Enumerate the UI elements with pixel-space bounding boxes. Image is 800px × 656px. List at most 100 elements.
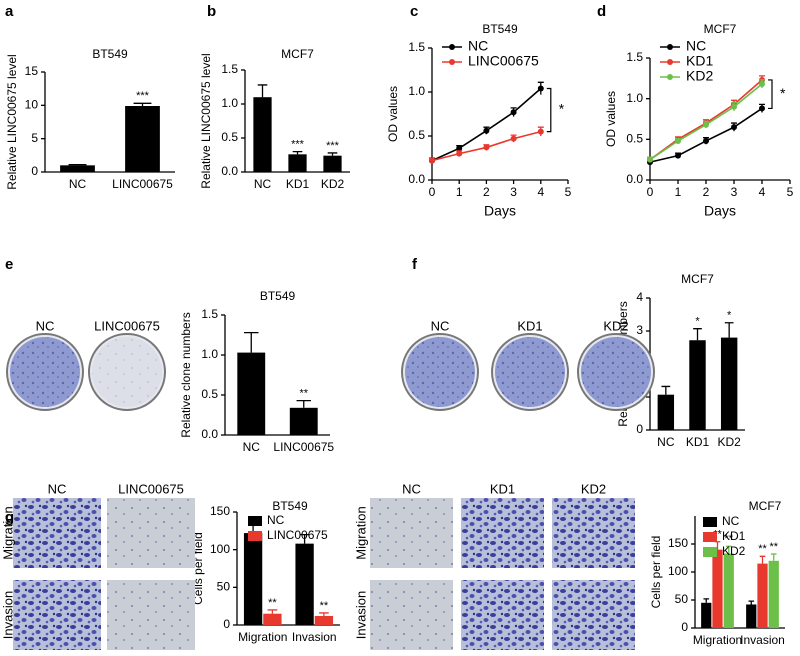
chart-title: BT549 <box>482 22 518 36</box>
y-tick-label: 1.0 <box>221 96 238 110</box>
significance-label: ** <box>724 533 733 545</box>
well-photo <box>370 580 453 650</box>
well-photo <box>13 498 101 568</box>
bar <box>723 553 734 628</box>
image-column-label: NC <box>431 318 450 333</box>
x-tick-label: LINC00675 <box>273 440 334 454</box>
chart-title: MCF7 <box>704 22 737 36</box>
image-column-label: KD1 <box>517 318 542 333</box>
chart-title: BT549 <box>92 47 128 61</box>
error-bar <box>693 328 702 341</box>
error-bar <box>725 545 732 554</box>
chart-title: MCF7 <box>749 499 782 513</box>
legend-label: KD2 <box>686 68 713 84</box>
well-photo <box>461 498 544 568</box>
bar <box>712 549 723 628</box>
bar <box>323 155 342 172</box>
error-bar <box>299 533 310 544</box>
x-tick-label: NC <box>254 177 272 191</box>
y-tick-label: 3 <box>636 323 643 337</box>
y-tick-label: 1.0 <box>626 91 643 105</box>
bar <box>295 543 314 625</box>
panel-letter: e <box>5 256 13 273</box>
marker <box>456 150 463 157</box>
bar <box>60 165 95 172</box>
chart-title: BT549 <box>260 289 296 303</box>
significance-label: * <box>695 316 700 328</box>
image-column-label: LINC00675 <box>94 318 160 333</box>
error-bar <box>257 84 268 98</box>
legend-marker <box>667 59 673 65</box>
marker <box>483 144 490 151</box>
y-tick-label: 0.0 <box>201 427 218 441</box>
marker <box>537 85 544 92</box>
error-bar <box>327 152 338 156</box>
legend-swatch <box>703 532 717 542</box>
well-photo <box>107 580 195 650</box>
image-column-label: KD2 <box>581 481 606 496</box>
marker <box>703 137 709 144</box>
dish-photo-inner <box>405 337 475 407</box>
panel-letter: c <box>410 3 418 20</box>
y-axis-label: Relative LINC00675 level <box>199 53 213 188</box>
dish-photo-inner <box>10 337 80 407</box>
y-axis-label: OD values <box>386 86 400 142</box>
y-tick-label: 0.5 <box>408 128 425 142</box>
legend-marker <box>667 74 673 80</box>
y-tick-label: 1.0 <box>201 347 218 361</box>
panel-letter: f <box>412 256 418 273</box>
legend-label: NC <box>267 513 285 527</box>
y-tick-label: 150 <box>668 536 688 550</box>
significance-label: *** <box>326 140 340 152</box>
x-tick-label: 4 <box>759 185 766 199</box>
image-row-label: Migration <box>353 506 368 559</box>
x-tick-label: 5 <box>565 185 572 199</box>
x-tick-label: 1 <box>456 185 463 199</box>
x-tick-label: NC <box>243 440 261 454</box>
legend-swatch <box>703 517 717 527</box>
legend-label: LINC00675 <box>267 528 328 542</box>
chart-title: MCF7 <box>681 272 714 286</box>
legend-marker <box>667 44 673 50</box>
marker <box>675 152 681 159</box>
image-column-label: NC <box>402 481 421 496</box>
y-tick-label: 0 <box>31 164 38 178</box>
error-bar <box>267 609 278 614</box>
legend-label: LINC00675 <box>468 53 539 69</box>
error-bar <box>724 322 734 338</box>
legend-label: KD1 <box>686 53 713 69</box>
significance-label: *** <box>136 90 150 102</box>
bar <box>720 337 738 430</box>
y-tick-label: 1.5 <box>201 307 218 321</box>
y-tick-label: 5 <box>31 131 38 145</box>
y-tick-label: 100 <box>210 542 230 556</box>
legend-label: NC <box>468 38 488 54</box>
significance-label: *** <box>291 139 305 151</box>
marker <box>647 156 653 163</box>
y-tick-label: 15 <box>25 64 39 78</box>
y-axis-label: Cells per field <box>649 536 663 609</box>
dish-photo-inner <box>92 337 162 407</box>
x-tick-label: Invasion <box>740 633 785 647</box>
chart-title: BT549 <box>272 499 308 513</box>
significance-label: ** <box>299 388 308 400</box>
bar <box>689 340 706 430</box>
image-row-label: Invasion <box>0 591 15 639</box>
x-tick-label: 3 <box>510 185 517 199</box>
x-axis-label: Days <box>704 203 736 219</box>
y-tick-label: 100 <box>668 564 688 578</box>
x-tick-label: 0 <box>429 185 436 199</box>
legend-label: NC <box>686 38 706 54</box>
series-line <box>649 107 763 163</box>
significance-label: ** <box>758 543 767 555</box>
bar <box>125 106 160 172</box>
x-tick-label: KD1 <box>286 177 310 191</box>
y-tick-label: 1.5 <box>221 62 238 76</box>
well-photo <box>13 580 101 650</box>
marker <box>456 145 463 152</box>
significance-label: * <box>559 101 565 117</box>
y-axis-label: Relative clone numbers <box>179 312 193 437</box>
y-axis-label: OD values <box>604 91 618 147</box>
